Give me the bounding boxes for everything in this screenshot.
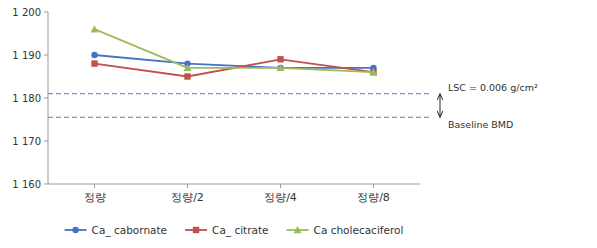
x-tick-label: 정량/8: [357, 191, 390, 204]
y-tick-label: 1 170: [12, 136, 41, 147]
series-marker: [184, 73, 190, 79]
x-tick-label: 정량/2: [171, 191, 204, 204]
legend-marker: [72, 227, 78, 233]
legend-label: Ca_ citrate: [212, 224, 269, 237]
y-tick-label: 1 180: [12, 93, 41, 104]
legend-marker: [193, 227, 199, 233]
y-tick-label: 1 190: [12, 50, 41, 61]
chart-container: 1 160 1 170 1 180 1 190 1 200 정량 정량/2 정량/4 정량/8 L…: [0, 0, 597, 248]
series-marker: [370, 68, 378, 75]
y-tick: [44, 141, 48, 142]
annotation-label: LSC = 0.006 g/cm²: [448, 82, 538, 93]
series-marker: [277, 56, 283, 62]
series-marker: [277, 64, 285, 71]
y-tick: [44, 184, 48, 185]
x-tick: [373, 184, 374, 188]
y-tick-label: 1 160: [12, 179, 41, 190]
plot-area: [91, 25, 378, 80]
legend-label: Ca cholecaciferol: [314, 224, 404, 236]
x-axis-line: [48, 184, 420, 185]
series-line: [95, 29, 374, 72]
x-tick: [187, 184, 188, 188]
legend: Ca_ cabornate Ca_ citrate Ca cholecacifero…: [65, 224, 404, 237]
series-marker: [91, 25, 99, 32]
chart: 1 160 1 170 1 180 1 190 1 200 정량 정량/2 정량/4 정량/8 L…: [0, 0, 597, 248]
x-tick: [280, 184, 281, 188]
legend-item: Ca_ citrate: [185, 224, 269, 237]
legend-item: Ca_ cabornate: [65, 224, 167, 237]
legend-item: Ca cholecaciferol: [287, 224, 404, 236]
x-tick-label: 정량: [84, 191, 106, 204]
series-marker: [91, 60, 97, 66]
y-tick-label: 1 200: [12, 7, 41, 18]
annotation-arrow: [440, 94, 441, 118]
series-marker: [91, 52, 97, 58]
x-tick: [94, 184, 95, 188]
legend-marker: [294, 226, 302, 233]
annotation-label: Baseline BMD: [448, 119, 513, 130]
reference-line: [48, 93, 432, 94]
y-tick: [44, 98, 48, 99]
legend-label: Ca_ cabornate: [92, 224, 167, 237]
reference-line: [48, 117, 432, 118]
y-tick: [44, 55, 48, 56]
series-marker: [184, 64, 192, 71]
y-tick: [44, 12, 48, 13]
x-tick-label: 정량/4: [264, 191, 297, 204]
